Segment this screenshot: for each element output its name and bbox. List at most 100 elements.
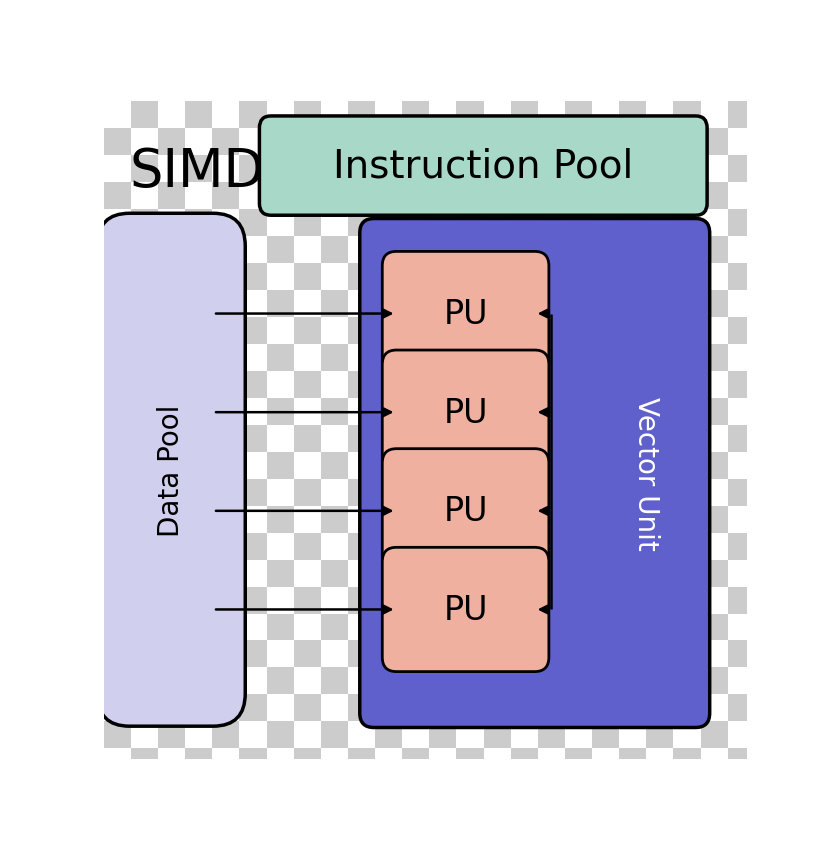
Bar: [294, 183, 320, 210]
Bar: [538, 641, 565, 668]
Bar: [375, 694, 402, 722]
Bar: [728, 587, 754, 614]
Bar: [647, 668, 673, 694]
Bar: [619, 398, 647, 426]
Bar: [294, 426, 320, 452]
Bar: [754, 506, 782, 533]
Bar: [457, 506, 484, 533]
Bar: [484, 775, 510, 802]
Bar: [728, 533, 754, 560]
Bar: [701, 748, 728, 775]
Bar: [348, 237, 375, 264]
Bar: [266, 748, 294, 775]
Bar: [647, 264, 673, 291]
Bar: [457, 264, 484, 291]
Bar: [158, 317, 185, 345]
Bar: [239, 317, 266, 345]
Bar: [673, 183, 701, 210]
Bar: [158, 479, 185, 506]
Bar: [429, 345, 457, 372]
Bar: [754, 533, 782, 560]
Bar: [565, 748, 592, 775]
Text: Vector Unit: Vector Unit: [632, 397, 660, 550]
Bar: [185, 237, 212, 264]
Bar: [592, 426, 619, 452]
Bar: [647, 291, 673, 317]
Bar: [728, 506, 754, 533]
Bar: [673, 587, 701, 614]
Bar: [375, 560, 402, 587]
Bar: [185, 156, 212, 183]
Bar: [673, 506, 701, 533]
Bar: [592, 587, 619, 614]
Bar: [619, 560, 647, 587]
Bar: [728, 372, 754, 398]
Bar: [510, 264, 538, 291]
Bar: [673, 560, 701, 587]
Bar: [754, 345, 782, 372]
Bar: [484, 506, 510, 533]
Bar: [484, 722, 510, 748]
Bar: [185, 452, 212, 479]
Bar: [592, 668, 619, 694]
Bar: [538, 614, 565, 641]
Bar: [266, 775, 294, 802]
Bar: [131, 210, 158, 237]
Bar: [701, 130, 728, 156]
Bar: [402, 641, 429, 668]
Bar: [619, 291, 647, 317]
Bar: [320, 264, 348, 291]
Bar: [701, 317, 728, 345]
Bar: [619, 345, 647, 372]
Bar: [131, 426, 158, 452]
Bar: [754, 641, 782, 668]
Bar: [484, 102, 510, 130]
Bar: [212, 775, 239, 802]
Bar: [592, 210, 619, 237]
Bar: [104, 264, 131, 291]
Bar: [239, 587, 266, 614]
Bar: [701, 345, 728, 372]
Bar: [673, 452, 701, 479]
Bar: [185, 183, 212, 210]
Bar: [158, 156, 185, 183]
Bar: [673, 156, 701, 183]
Bar: [375, 614, 402, 641]
Bar: [266, 614, 294, 641]
Bar: [158, 587, 185, 614]
Bar: [320, 291, 348, 317]
Bar: [375, 587, 402, 614]
Bar: [104, 614, 131, 641]
Bar: [510, 183, 538, 210]
Bar: [538, 291, 565, 317]
Bar: [294, 694, 320, 722]
Bar: [565, 291, 592, 317]
Bar: [375, 506, 402, 533]
Bar: [131, 722, 158, 748]
Bar: [104, 479, 131, 506]
Bar: [348, 722, 375, 748]
Bar: [402, 506, 429, 533]
Bar: [158, 748, 185, 775]
Bar: [510, 694, 538, 722]
Bar: [565, 668, 592, 694]
Bar: [402, 694, 429, 722]
Bar: [457, 398, 484, 426]
Bar: [647, 210, 673, 237]
Bar: [429, 641, 457, 668]
Bar: [754, 398, 782, 426]
Bar: [402, 156, 429, 183]
Bar: [294, 479, 320, 506]
Bar: [673, 291, 701, 317]
Bar: [647, 614, 673, 641]
Bar: [565, 102, 592, 130]
Bar: [565, 183, 592, 210]
Bar: [104, 775, 131, 802]
Bar: [294, 560, 320, 587]
Bar: [402, 237, 429, 264]
Bar: [104, 426, 131, 452]
Bar: [647, 587, 673, 614]
Bar: [131, 130, 158, 156]
Bar: [510, 426, 538, 452]
Bar: [239, 210, 266, 237]
